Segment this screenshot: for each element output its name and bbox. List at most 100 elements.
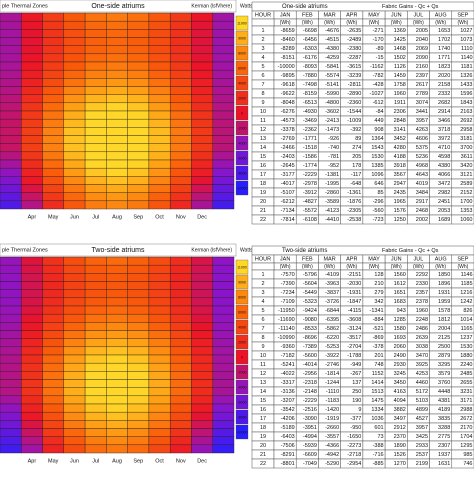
heatmap-cell — [0, 297, 22, 307]
heatmap-cell — [127, 305, 150, 315]
value-cell: -296 — [373, 199, 384, 205]
heatmap-cell — [0, 29, 22, 38]
value-cell: 2500 — [438, 344, 450, 350]
heatmap-cell — [0, 37, 22, 46]
value-cell: -3317 — [281, 380, 295, 386]
legend-title: Watts — [240, 3, 253, 9]
value-cell: -2229 — [303, 172, 317, 178]
legend-swatch — [235, 394, 249, 410]
value-cell: 3121 — [460, 172, 472, 178]
value-cell: 4460 — [416, 380, 428, 386]
heatmap-cell — [212, 159, 235, 169]
value-cell: 1693 — [394, 335, 406, 341]
value-cell: 1353 — [460, 208, 472, 214]
value-cell: 1931 — [438, 290, 450, 296]
heatmap-cell — [191, 395, 213, 405]
heatmap-cell — [0, 143, 22, 153]
heatmap-cell — [212, 184, 235, 193]
heatmap-cell — [106, 69, 128, 79]
heatmap-cell — [127, 403, 150, 413]
heatmap-cell — [21, 110, 43, 120]
value-cell: 2589 — [460, 181, 472, 187]
legend-label: 9000 — [238, 36, 246, 40]
legend-label: -6000 — [238, 400, 247, 404]
value-cell: 1890 — [394, 443, 406, 449]
heatmap-cell — [106, 371, 128, 380]
value-cell: -2403 — [281, 154, 295, 160]
heatmap-header — [0, 0, 237, 13]
legend-swatch — [235, 409, 249, 425]
heatmap-cell — [84, 127, 107, 136]
value-cell: 1960 — [394, 91, 406, 97]
value-cell: -84 — [376, 109, 384, 115]
value-cell: -5290 — [325, 461, 339, 467]
heatmap-cell — [127, 94, 150, 104]
month-label: Jun — [70, 458, 79, 464]
heatmap-cell — [42, 338, 65, 348]
value-cell: -4366 — [325, 443, 339, 449]
heatmap-cell — [212, 281, 235, 290]
value-cell: 3245 — [394, 371, 406, 377]
heatmap-cell — [63, 86, 86, 95]
heatmap-cell — [148, 167, 171, 177]
units-text: (Wh) — [435, 20, 446, 26]
heatmap-cell — [169, 313, 192, 323]
units-text: (Wh) — [302, 264, 313, 270]
value-cell: -6513 — [303, 100, 317, 106]
value-cell: 748 — [374, 362, 383, 368]
value-cell: 190 — [352, 398, 361, 404]
heatmap-cell — [63, 362, 86, 372]
value-cell: 3835 — [438, 416, 450, 422]
heatmap-cell — [191, 143, 213, 153]
value-cell: 4163 — [394, 389, 406, 395]
value-cell: 1740 — [438, 46, 450, 52]
heatmap-cell — [212, 12, 235, 22]
heatmap-cell — [169, 346, 192, 356]
value-cell: -2860 — [325, 190, 339, 196]
value-cell: -5862 — [325, 326, 339, 332]
heatmap-cell — [169, 330, 192, 339]
value-cell: -9360 — [281, 344, 295, 350]
value-cell: 1126 — [394, 64, 406, 70]
value-cell: 2240 — [460, 362, 472, 368]
heatmap-cell — [63, 322, 86, 331]
value-cell: -1774 — [303, 163, 317, 169]
heatmap-cell — [191, 110, 213, 120]
heatmap-cell — [63, 176, 86, 185]
heatmap-cell — [169, 305, 192, 315]
value-cell: -2229 — [303, 398, 317, 404]
value-cell: -560 — [373, 208, 384, 214]
value-cell: 746 — [463, 461, 472, 467]
value-cell: -952 — [328, 163, 339, 169]
value-cell: 646 — [374, 181, 383, 187]
heatmap-cell — [84, 176, 107, 185]
value-cell: -2811 — [348, 82, 362, 88]
value-cell: 2069 — [416, 46, 428, 52]
heatmap-cell — [148, 29, 171, 38]
legend-swatch — [235, 259, 249, 275]
value-cell: 4188 — [394, 154, 406, 160]
value-cell: 1502 — [394, 55, 406, 61]
legend-label: -6000 — [238, 156, 247, 160]
value-cell: 4606 — [416, 136, 428, 142]
heatmap-cell — [0, 135, 22, 144]
value-cell: 1596 — [460, 91, 472, 97]
heatmap-cell — [0, 264, 22, 274]
value-cell: -3608 — [347, 317, 361, 323]
heatmap-cell — [106, 45, 128, 55]
heatmap-cell — [127, 436, 150, 446]
heatmap-cell — [191, 61, 213, 71]
value-cell: -1814 — [325, 371, 339, 377]
heatmap-cell — [169, 94, 192, 104]
heatmap-cell — [127, 135, 150, 144]
heatmap-cell — [169, 110, 192, 120]
value-cell: 1425 — [394, 37, 406, 43]
heatmap-cell — [0, 110, 22, 120]
heatmap-cell — [191, 436, 213, 446]
heatmap-cell — [84, 305, 107, 315]
heatmap-cell — [127, 362, 150, 372]
heatmap-cell — [148, 192, 171, 202]
value-cell: 4899 — [416, 407, 428, 413]
legend-swatch — [235, 90, 249, 106]
month-label: May — [48, 458, 59, 464]
